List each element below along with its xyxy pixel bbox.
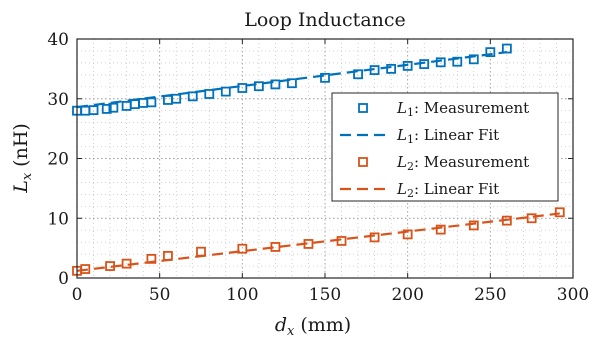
data-point xyxy=(108,102,119,113)
data-point xyxy=(402,229,413,240)
chart-title: Loop Inductance xyxy=(244,9,406,31)
legend-entry-main: L xyxy=(396,153,407,171)
data-point xyxy=(287,78,297,89)
legend-swatch-marker xyxy=(358,157,368,167)
legend-entry-rest: : Linear Fit xyxy=(414,126,499,144)
legend-entry-label: L2: Linear Fit xyxy=(396,180,499,200)
series-4 xyxy=(76,212,560,272)
y-axis-label-sub: x xyxy=(20,172,35,180)
y-axis-label-unit: (nH) xyxy=(10,123,32,167)
x-tick-label: 150 xyxy=(309,285,341,305)
x-tick-label: 0 xyxy=(72,285,83,305)
data-point xyxy=(369,232,380,243)
x-axis-label: dx (mm) xyxy=(275,314,351,339)
data-point xyxy=(386,63,397,74)
legend-entry-main: L xyxy=(396,99,407,117)
legend-entry-main: L xyxy=(396,180,407,198)
x-tick-label: 50 xyxy=(149,285,171,305)
x-tick-label: 100 xyxy=(226,285,258,305)
series-3 xyxy=(72,207,565,276)
data-point xyxy=(320,72,330,83)
tick-layer: 0 50 100 150 200 250 300 0 10 20 30 40 xyxy=(47,30,589,305)
series-1 xyxy=(72,43,512,116)
series-2 xyxy=(76,51,508,109)
legend-box xyxy=(331,92,559,202)
data-point xyxy=(554,207,565,218)
legend-entry-sub: 2 xyxy=(407,160,414,173)
data-point xyxy=(101,104,112,114)
legend-entry-label: L1: Measurement xyxy=(396,99,529,119)
y-tick-label: 30 xyxy=(47,90,69,110)
data-point xyxy=(435,224,446,235)
fit-line-2 xyxy=(76,51,508,109)
data-point xyxy=(204,89,215,99)
data-point xyxy=(435,57,446,68)
legend-swatch-marker xyxy=(358,103,368,113)
x-axis-label-sub: x xyxy=(287,324,295,339)
data-point xyxy=(253,81,264,92)
data-point xyxy=(353,69,363,80)
y-tick-label: 0 xyxy=(58,269,69,289)
data-point xyxy=(526,213,537,224)
legend-entry-label: L1: Linear Fit xyxy=(396,126,499,146)
legend-entry-label: L2: Measurement xyxy=(396,153,529,173)
data-point xyxy=(468,220,479,231)
legend-entry-rest: : Measurement xyxy=(414,99,529,117)
series-layer xyxy=(72,43,565,276)
data-point xyxy=(270,79,281,90)
y-tick-label: 40 xyxy=(47,30,69,50)
legend-entry-rest: : Linear Fit xyxy=(414,180,499,198)
x-axis-label-unit: (mm) xyxy=(300,314,351,336)
legend-entry-sub: 1 xyxy=(407,133,414,146)
y-tick-label: 10 xyxy=(47,209,69,229)
data-point xyxy=(237,83,248,93)
legend-entry-sub: 2 xyxy=(407,187,414,200)
x-tick-label: 300 xyxy=(557,285,589,305)
y-axis-label: Lx (nH) xyxy=(10,123,35,194)
data-point xyxy=(88,105,99,116)
legend-entry-rest: : Measurement xyxy=(414,153,529,171)
legend-entry-main: L xyxy=(396,126,407,144)
data-point xyxy=(220,86,231,97)
data-point xyxy=(485,47,496,58)
fit-line-4 xyxy=(76,212,560,272)
legend-entry-sub: 1 xyxy=(407,106,414,119)
x-tick-label: 250 xyxy=(474,285,506,305)
data-point xyxy=(171,93,182,104)
x-axis-label-main: d xyxy=(275,314,287,336)
data-point xyxy=(237,243,248,254)
y-tick-label: 20 xyxy=(47,150,69,170)
y-axis-label-main: L xyxy=(10,180,32,194)
data-point xyxy=(187,91,198,102)
data-point xyxy=(80,264,91,274)
x-tick-label: 200 xyxy=(391,285,423,305)
